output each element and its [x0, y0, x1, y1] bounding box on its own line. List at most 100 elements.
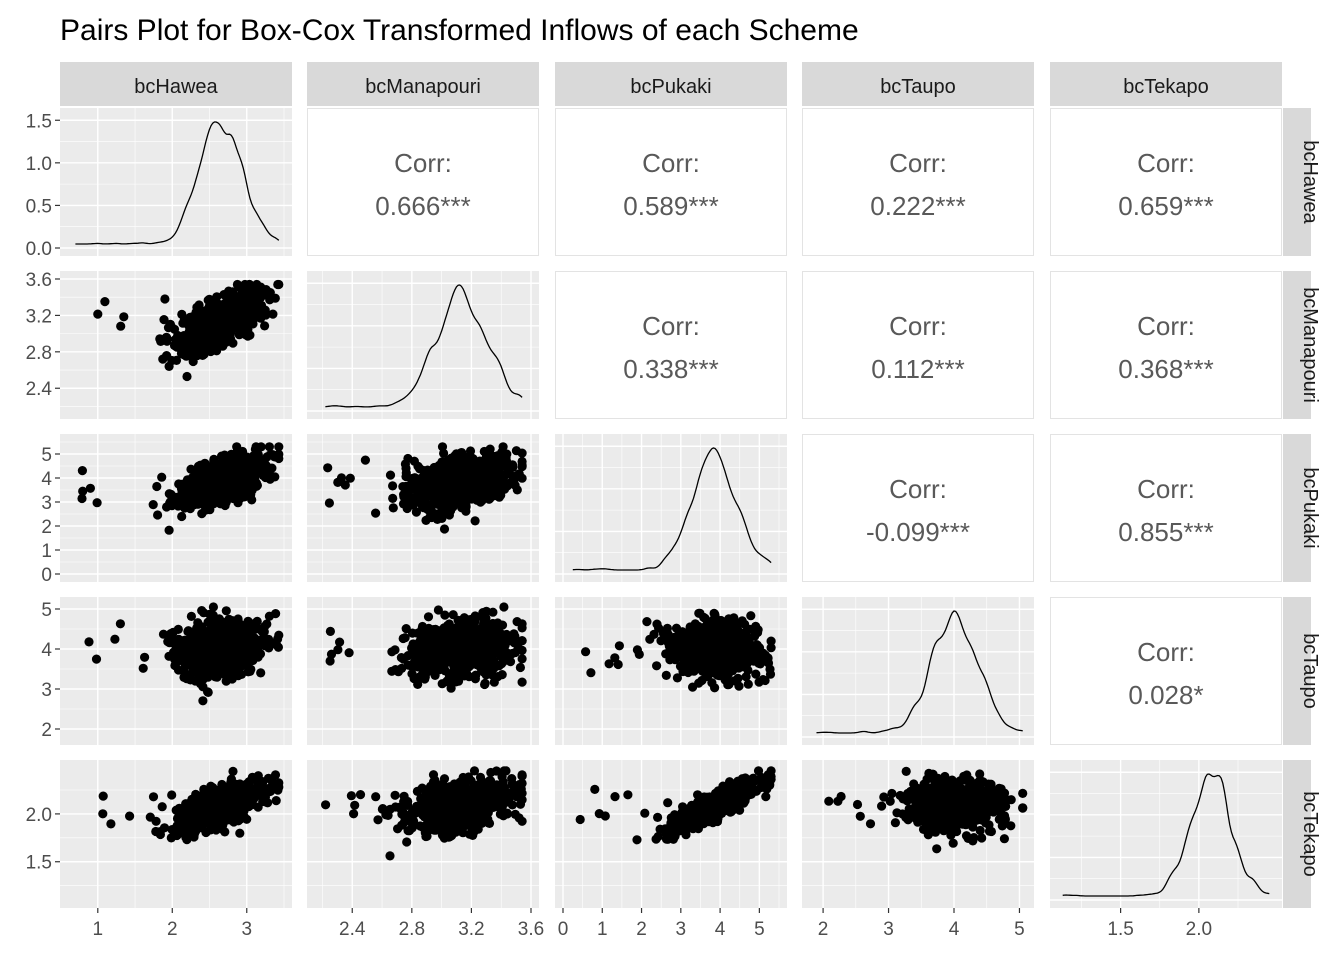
- scatter-point: [242, 622, 252, 633]
- scatter-point: [226, 631, 236, 641]
- scatter-point: [239, 459, 249, 470]
- scatter-point: [400, 459, 410, 469]
- corr-value-bcHawea-bcTekapo: 0.659***: [1118, 191, 1213, 221]
- corr-heading: Corr:: [642, 311, 700, 341]
- strip-top-bcTekapo: [1050, 62, 1282, 106]
- scatter-point: [345, 473, 355, 483]
- corr-panel-bcTaupo-bcTekapo: [1050, 597, 1282, 745]
- scatter-point: [148, 500, 158, 510]
- scatter-point: [730, 618, 741, 629]
- scatter-point: [425, 469, 435, 479]
- scatter-point: [234, 657, 244, 667]
- scatter-point: [437, 442, 448, 452]
- scatter-point: [173, 495, 183, 505]
- scatter-point: [652, 661, 662, 671]
- scatter-point: [188, 356, 198, 367]
- scatter-point: [215, 616, 225, 626]
- scatter-point: [115, 619, 125, 629]
- scatter-point: [195, 340, 205, 350]
- scatter-point: [242, 814, 252, 824]
- scatter-point: [517, 645, 527, 656]
- scatter-point: [204, 655, 214, 665]
- scatter-point: [581, 647, 591, 657]
- scatter-point: [263, 467, 273, 477]
- scatter-point: [661, 670, 671, 681]
- scatter-point: [586, 668, 596, 678]
- scatter-point: [447, 489, 457, 500]
- scatter-point: [452, 648, 462, 658]
- scatter-point: [413, 679, 423, 690]
- corr-value-bcHawea-bcTaupo: 0.222***: [870, 191, 965, 221]
- scatter-point: [434, 490, 444, 500]
- scatter-point: [166, 631, 176, 641]
- panel-bg-bcPukaki-bcPukaki: [555, 434, 787, 582]
- scatter-point: [91, 654, 102, 664]
- panel-grid: bcHawea bcManapouri bcPukaki bcTaupo bcTekap…: [26, 62, 1321, 940]
- scatter-point: [488, 641, 498, 651]
- scatter-point: [385, 470, 396, 480]
- corr-panel-bcHawea-bcManapouri: [307, 108, 539, 256]
- scatter-point: [213, 625, 223, 635]
- scatter-point: [153, 510, 163, 520]
- scatter-point: [459, 651, 469, 661]
- scatter-point: [446, 683, 456, 693]
- scatter-point: [682, 632, 693, 642]
- scatter-point: [195, 654, 206, 664]
- scatter-point: [230, 618, 240, 628]
- scatter-point: [508, 462, 518, 472]
- scatter-point: [242, 452, 252, 462]
- scatter-point: [480, 679, 490, 690]
- scatter-point: [517, 636, 527, 646]
- scatter-point: [214, 493, 224, 503]
- scatter-point: [230, 668, 240, 678]
- scatter-point: [323, 463, 333, 473]
- scatter-point: [465, 472, 475, 482]
- scatter-point: [174, 479, 184, 489]
- scatter-point: [165, 497, 175, 507]
- scatter-point: [423, 490, 433, 500]
- scatter-point: [664, 641, 675, 652]
- scatter-point: [461, 641, 471, 651]
- scatter-point: [420, 638, 430, 648]
- strip-label-bcHawea: bcHawea: [134, 76, 218, 98]
- scatter-point: [741, 627, 751, 637]
- density-curve-bcTaupo: [816, 610, 1023, 734]
- corr-value-bcHawea-bcPukaki: 0.589***: [623, 191, 718, 221]
- scatter-point: [718, 644, 728, 654]
- scatter-point: [235, 828, 245, 838]
- scatter-point: [410, 657, 420, 667]
- scatter-point: [187, 646, 197, 657]
- panel-bg-bcTaupo-bcTaupo: [802, 597, 1034, 745]
- scatter-point: [187, 335, 197, 345]
- scatter-point: [119, 312, 129, 322]
- scatter-point: [271, 609, 281, 619]
- scatter-point: [253, 802, 263, 812]
- scatter-point: [221, 606, 231, 616]
- scatter-point: [371, 508, 381, 518]
- scatter-point: [743, 679, 753, 689]
- scatter-point: [398, 499, 409, 509]
- scatter-point: [488, 618, 498, 629]
- corr-heading: Corr:: [1137, 637, 1195, 667]
- corr-value-bcManapouri-bcTekapo: 0.368***: [1118, 354, 1213, 384]
- scatter-point: [751, 669, 761, 679]
- corr-heading: Corr:: [394, 148, 452, 178]
- scatter-point: [360, 455, 370, 465]
- strip-right-bcTekapo: [1283, 760, 1311, 908]
- scatter-point: [702, 620, 712, 631]
- scatter-point: [221, 676, 231, 686]
- scatter-point: [407, 643, 417, 653]
- scatter-point: [421, 515, 431, 526]
- scatter-point: [210, 634, 220, 644]
- scatter-point: [164, 525, 174, 535]
- chart-title: Pairs Plot for Box-Cox Transformed Inflo…: [60, 14, 859, 47]
- scatter-point: [176, 636, 186, 646]
- scatter-point: [324, 498, 334, 508]
- scatter-point: [198, 331, 208, 341]
- corr-heading: Corr:: [1137, 148, 1195, 178]
- scatter-point: [241, 482, 251, 492]
- scatter-point: [195, 314, 205, 324]
- scatter-point: [250, 444, 260, 454]
- scatter-point: [213, 307, 223, 317]
- scatter-point: [208, 610, 218, 620]
